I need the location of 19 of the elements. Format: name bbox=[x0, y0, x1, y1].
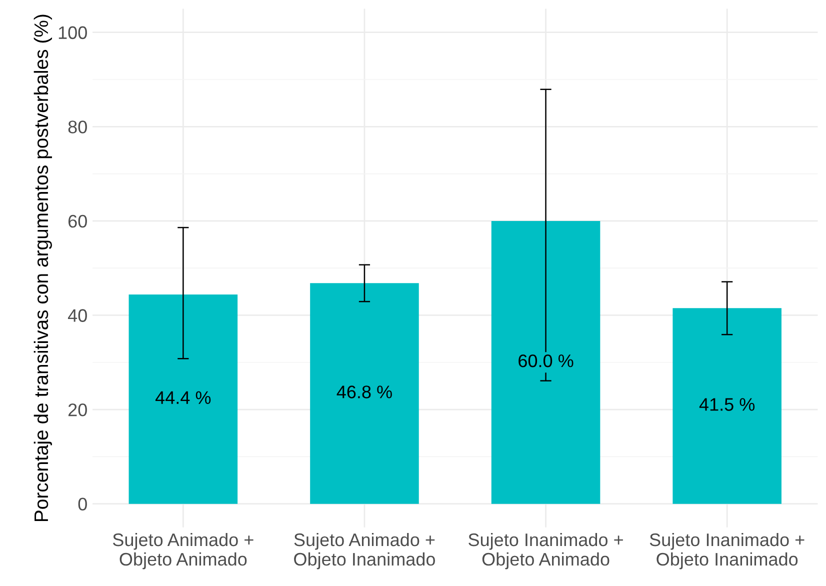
x-tick-label: Sujeto Animado + Objeto Inanimado bbox=[294, 532, 435, 570]
bar bbox=[128, 294, 238, 504]
y-tick-label: 20 bbox=[68, 403, 87, 416]
bar bbox=[310, 283, 419, 504]
data-label: 44.4 % bbox=[155, 391, 211, 404]
bar bbox=[491, 220, 600, 504]
x-tick-label: Sujeto Inanimado + Objeto Animado bbox=[468, 532, 623, 570]
y-tick-label: 60 bbox=[68, 214, 87, 228]
data-label: 41.5 % bbox=[699, 398, 755, 411]
x-tick-label: Sujeto Animado + Objeto Animado bbox=[112, 532, 254, 570]
x-tick-label: Sujeto Inanimado + Objeto Inanimado bbox=[650, 532, 804, 570]
data-label: 46.8 % bbox=[336, 386, 392, 398]
data-label: 60.0 % bbox=[518, 354, 574, 368]
bar bbox=[672, 308, 782, 504]
y-tick-label: 80 bbox=[68, 120, 87, 134]
y-axis-title: Porcentaje de transitivas con argumentos postverbales (%) bbox=[34, 14, 52, 522]
y-tick-label: 100 bbox=[58, 26, 87, 40]
y-tick-label: 0 bbox=[78, 498, 87, 511]
y-tick-label: 40 bbox=[68, 309, 87, 322]
